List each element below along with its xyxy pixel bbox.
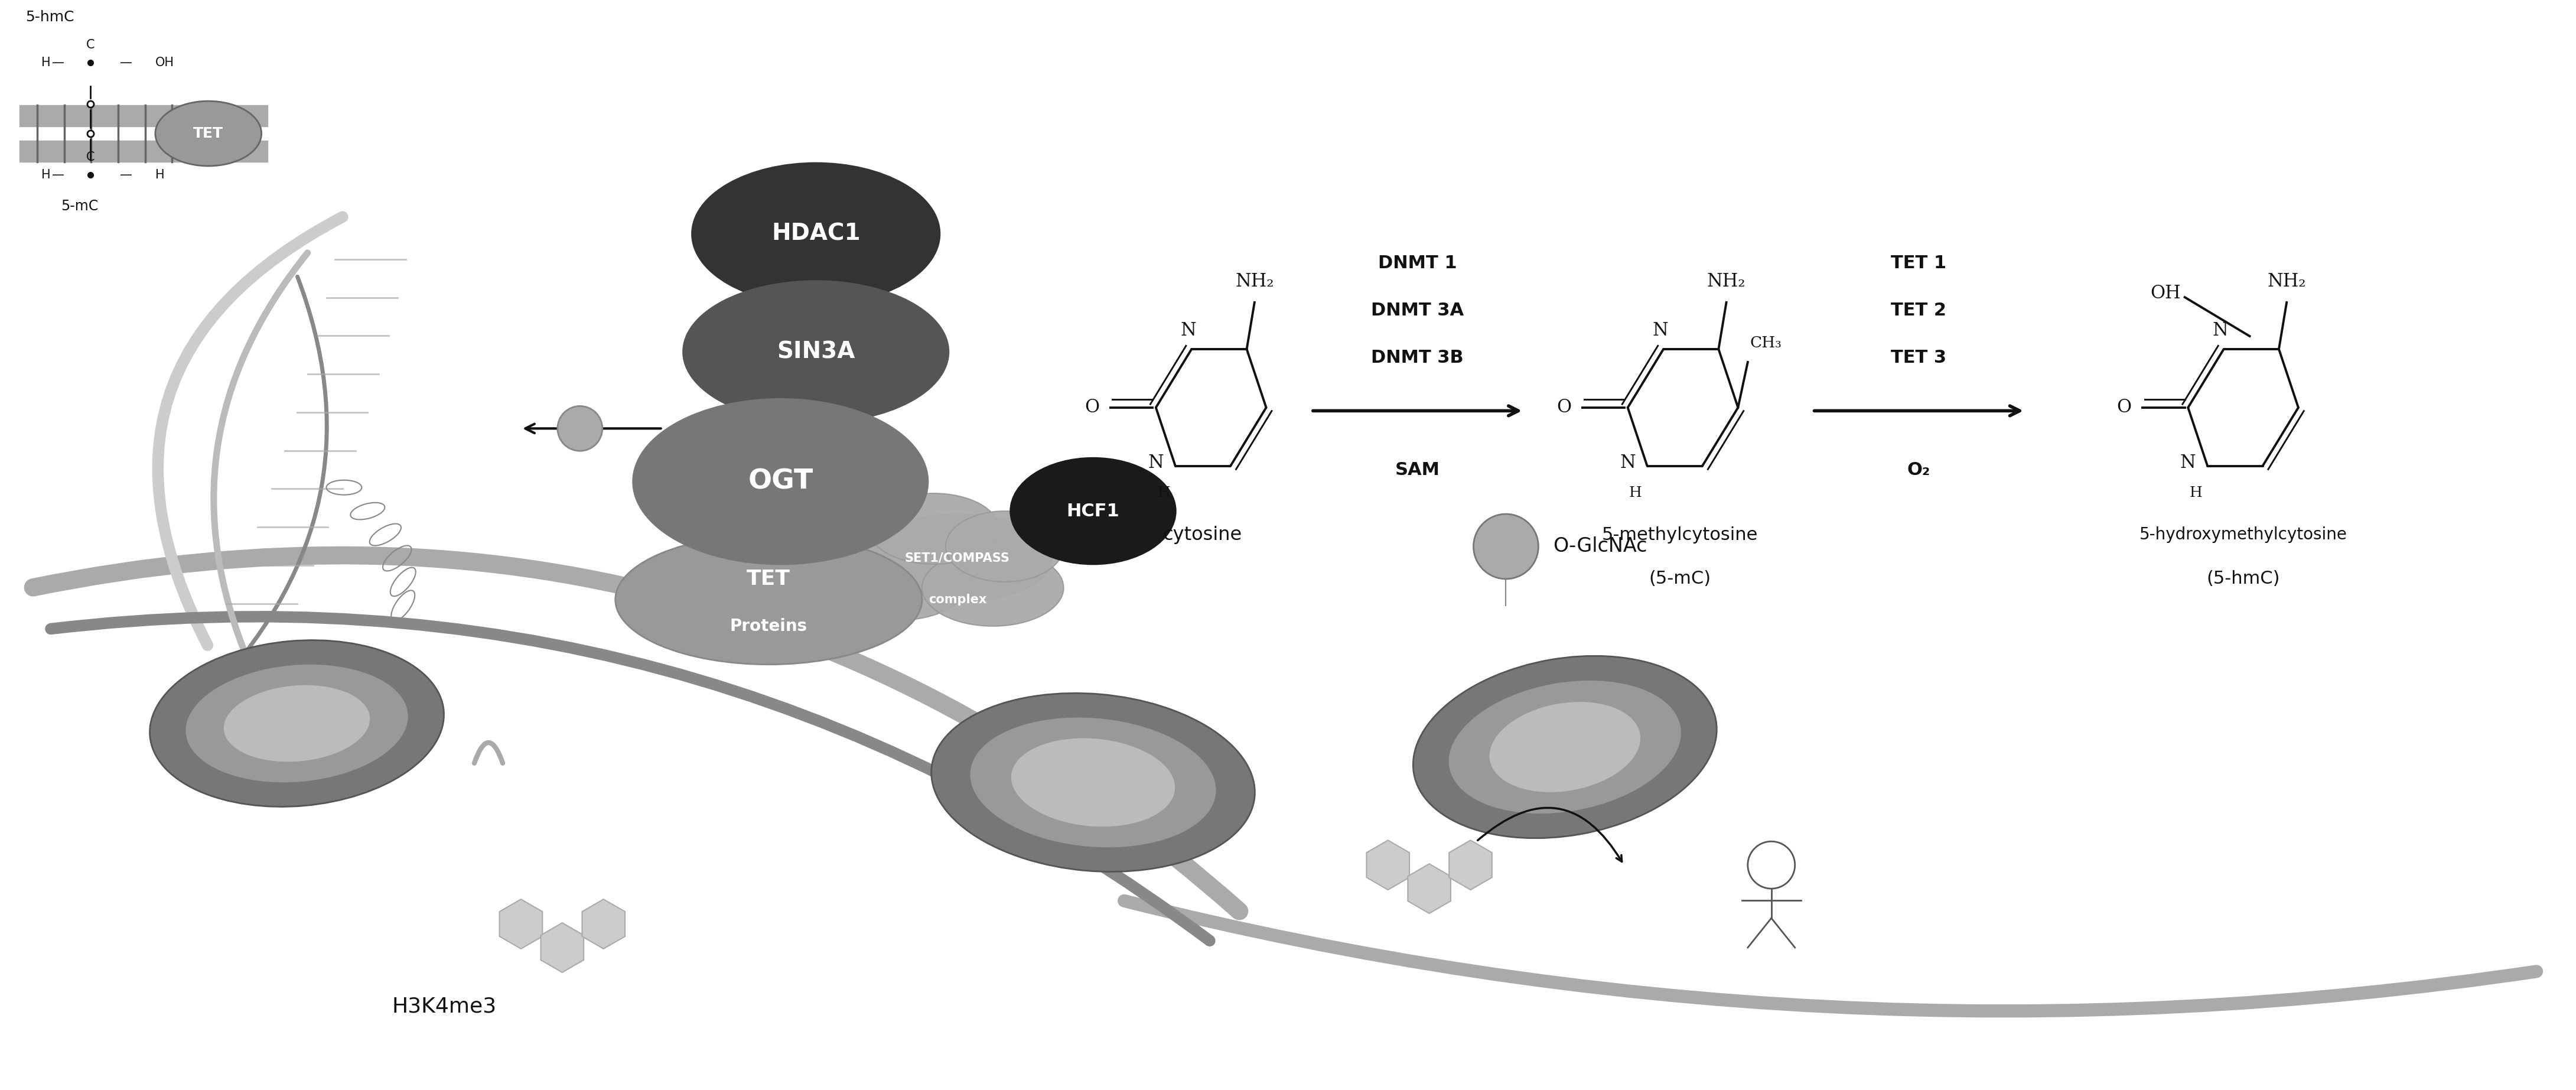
Text: O: O <box>1556 399 1571 416</box>
Ellipse shape <box>1489 702 1641 792</box>
Text: N: N <box>1620 453 1636 472</box>
Text: cytosine: cytosine <box>1162 525 1242 544</box>
Text: —: — <box>52 57 64 69</box>
Ellipse shape <box>827 544 969 620</box>
Text: (5-hmC): (5-hmC) <box>2208 570 2280 588</box>
Text: (5-mC): (5-mC) <box>1649 570 1710 588</box>
Text: DNMT 3A: DNMT 3A <box>1370 302 1463 319</box>
Text: O: O <box>2117 399 2130 416</box>
Ellipse shape <box>155 101 260 166</box>
Text: C: C <box>85 152 95 164</box>
Ellipse shape <box>863 514 1051 603</box>
Text: Proteins: Proteins <box>729 618 806 634</box>
Text: HDAC1: HDAC1 <box>770 222 860 245</box>
Text: SET1/COMPASS: SET1/COMPASS <box>904 553 1010 565</box>
Text: SIN3A: SIN3A <box>778 340 855 363</box>
Text: H: H <box>41 57 52 69</box>
Text: DNMT 1: DNMT 1 <box>1378 255 1458 271</box>
Text: H: H <box>2190 486 2202 500</box>
Ellipse shape <box>1010 738 1175 827</box>
Text: O₂: O₂ <box>1906 461 1929 479</box>
Ellipse shape <box>1414 656 1716 838</box>
Text: HCF1: HCF1 <box>1066 502 1121 520</box>
Ellipse shape <box>693 164 940 304</box>
Ellipse shape <box>945 511 1064 582</box>
FancyArrowPatch shape <box>33 555 1239 911</box>
Text: TET 1: TET 1 <box>1891 255 1947 271</box>
Text: DNMT 3B: DNMT 3B <box>1370 349 1463 366</box>
Text: H: H <box>41 169 52 181</box>
FancyArrowPatch shape <box>52 617 1211 941</box>
Text: N: N <box>1180 322 1195 339</box>
Text: N: N <box>2213 322 2228 339</box>
Ellipse shape <box>1448 680 1682 814</box>
Text: N: N <box>1651 322 1669 339</box>
Text: O-GlcNAc: O-GlcNAc <box>1553 536 1646 556</box>
Text: OGT: OGT <box>747 469 814 495</box>
FancyArrowPatch shape <box>474 742 502 763</box>
FancyArrowPatch shape <box>157 217 343 645</box>
Ellipse shape <box>1010 458 1175 565</box>
Ellipse shape <box>922 549 1064 626</box>
Text: H: H <box>1157 486 1170 500</box>
Text: —: — <box>52 169 64 181</box>
Text: 5-hmC: 5-hmC <box>26 10 75 24</box>
Text: CH₃: CH₃ <box>1749 336 1783 351</box>
Text: TET: TET <box>193 126 224 141</box>
Ellipse shape <box>149 640 443 807</box>
Ellipse shape <box>634 399 927 565</box>
FancyArrowPatch shape <box>1479 808 1623 862</box>
Text: TET: TET <box>747 569 791 589</box>
Text: H: H <box>1628 486 1641 500</box>
Circle shape <box>1473 514 1538 579</box>
Text: OH: OH <box>2151 284 2179 302</box>
Ellipse shape <box>185 664 410 783</box>
Text: —: — <box>118 57 131 69</box>
Text: N: N <box>1149 453 1164 472</box>
Text: H3K4me3: H3K4me3 <box>392 996 497 1017</box>
Text: C: C <box>85 39 95 51</box>
Circle shape <box>556 407 603 451</box>
Ellipse shape <box>616 535 922 665</box>
Text: NH₂: NH₂ <box>1708 272 1747 291</box>
Text: H: H <box>155 169 165 181</box>
Text: TET 3: TET 3 <box>1891 349 1947 366</box>
Text: OH: OH <box>155 57 175 69</box>
FancyArrowPatch shape <box>1123 900 2537 1012</box>
Text: 5-mC: 5-mC <box>62 199 98 214</box>
Text: SAM: SAM <box>1396 461 1440 479</box>
Text: 5-hydroxymethylcytosine: 5-hydroxymethylcytosine <box>2138 526 2347 543</box>
Text: O: O <box>1084 399 1100 416</box>
Text: TET 2: TET 2 <box>1891 302 1947 319</box>
FancyArrowPatch shape <box>214 253 307 663</box>
Ellipse shape <box>683 281 948 423</box>
Ellipse shape <box>224 685 371 762</box>
Ellipse shape <box>933 693 1255 872</box>
Text: N: N <box>2179 453 2195 472</box>
FancyArrowPatch shape <box>227 277 327 675</box>
Text: 5-methylcytosine: 5-methylcytosine <box>1602 526 1757 543</box>
Text: NH₂: NH₂ <box>2267 272 2306 291</box>
Text: NH₂: NH₂ <box>1234 272 1275 291</box>
Text: complex: complex <box>927 594 987 605</box>
Text: —: — <box>118 169 131 181</box>
Ellipse shape <box>868 494 999 565</box>
Ellipse shape <box>969 717 1216 848</box>
